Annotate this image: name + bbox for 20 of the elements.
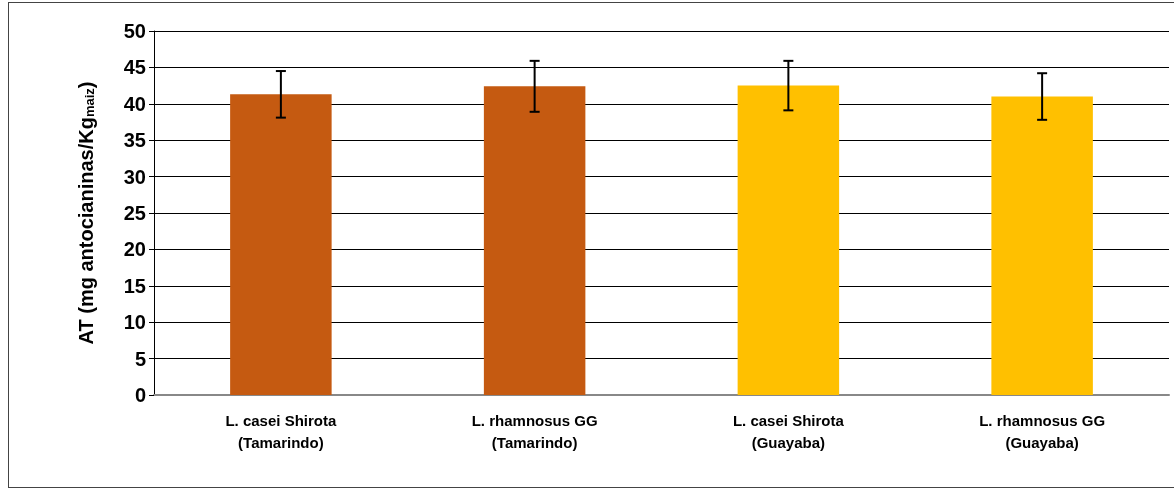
x-tick-label: L. casei Shirota (Guayaba) bbox=[732, 411, 845, 451]
y-tick-label: 0 bbox=[134, 384, 146, 406]
y-tick-label: 50 bbox=[123, 20, 146, 42]
y-axis-title: AT (mg antocianinas/Kgmaiz) bbox=[74, 81, 97, 345]
y-tick-label: 30 bbox=[123, 165, 146, 188]
y-tick-label: 10 bbox=[123, 311, 146, 334]
y-tick-label: 40 bbox=[123, 92, 146, 115]
y-tick-label: 20 bbox=[123, 238, 146, 261]
y-tick-label: 25 bbox=[123, 202, 146, 224]
bar bbox=[991, 96, 1093, 395]
x-tick-label: L. rhamnosus GG (Guayaba) bbox=[979, 411, 1106, 451]
y-tick-label: 45 bbox=[123, 56, 146, 79]
bar bbox=[737, 85, 840, 395]
y-tick-label: 15 bbox=[123, 274, 146, 297]
bar bbox=[230, 94, 332, 395]
y-tick-label: 5 bbox=[134, 347, 146, 370]
x-tick-label: L. casei Shirota (Tamarindo) bbox=[225, 411, 337, 451]
y-tick-label: 35 bbox=[123, 129, 146, 152]
x-tick-label: L. rhamnosus GG (Tamarindo) bbox=[471, 411, 598, 451]
bar bbox=[483, 86, 586, 395]
